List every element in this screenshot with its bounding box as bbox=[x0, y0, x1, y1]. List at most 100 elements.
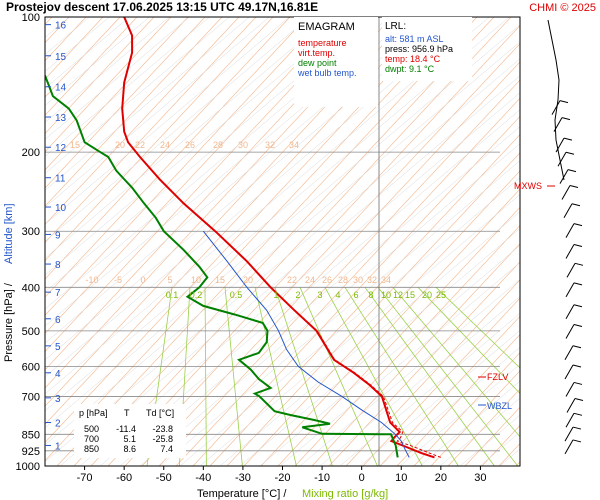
moist-adiabat bbox=[139, 143, 520, 466]
moist-adiabat bbox=[199, 194, 520, 466]
altitude-tick-label: 14 bbox=[55, 83, 67, 94]
isotherm-label: 28 bbox=[338, 275, 348, 285]
wind-barb-feather bbox=[559, 100, 569, 104]
isotherm-label: -5 bbox=[114, 275, 122, 285]
x-tick-label: 20 bbox=[435, 472, 447, 484]
moist-adiabat bbox=[45, 17, 90, 55]
x-axis-label-temperature: Temperature [°C] / bbox=[197, 488, 287, 500]
moist-adiabat bbox=[45, 17, 270, 208]
y-tick-label: 850 bbox=[22, 429, 40, 441]
altitude-tick-label: 9 bbox=[55, 230, 61, 241]
mixing-ratio-label: 0.5 bbox=[230, 290, 243, 300]
mixing-ratio-label: 3 bbox=[317, 290, 322, 300]
moist-adiabat bbox=[259, 245, 520, 466]
altitude-tick-label: 7 bbox=[55, 288, 61, 299]
dry-adiabat bbox=[379, 315, 520, 466]
levels-table: p [hPa] T Td [°C] 500 -11.4 -23.8 700 5.… bbox=[74, 404, 186, 458]
mixing-ratio-label: 0.2 bbox=[190, 290, 203, 300]
isotherm-label: 34 bbox=[289, 140, 299, 150]
moist-adiabat bbox=[45, 17, 130, 89]
isotherm-label: 24 bbox=[305, 275, 315, 285]
dry-adiabat bbox=[209, 134, 520, 466]
mixing-ratio-label: 4 bbox=[335, 290, 340, 300]
legend-item-virt-temp: virt.temp. bbox=[298, 48, 335, 58]
wind-barb bbox=[557, 152, 567, 167]
dry-adiabat bbox=[45, 17, 155, 134]
mixing-ratio-label: 12 bbox=[393, 290, 403, 300]
wind-barb-feather bbox=[573, 243, 583, 247]
dry-adiabat bbox=[56, 17, 478, 466]
dry-adiabat bbox=[226, 152, 520, 466]
moist-adiabat bbox=[45, 17, 110, 72]
series-dew-point bbox=[45, 75, 399, 458]
wind-barb bbox=[565, 413, 575, 428]
altitude-tick-label: 8 bbox=[55, 260, 61, 271]
series-virt-temp bbox=[121, 17, 441, 458]
moist-adiabat bbox=[119, 126, 520, 466]
wind-barb-feather bbox=[573, 381, 583, 385]
y-tick-label: 1000 bbox=[16, 461, 40, 473]
moist-adiabat bbox=[45, 17, 410, 327]
isotherm-label: 20 bbox=[115, 140, 125, 150]
dry-adiabat bbox=[45, 17, 138, 116]
lrl-alt: alt: 581 m ASL bbox=[385, 34, 444, 44]
moist-adiabat bbox=[99, 109, 520, 466]
isotherm-label: 32 bbox=[265, 140, 275, 150]
wind-barb-feather bbox=[573, 223, 583, 227]
sounding-series bbox=[45, 17, 441, 459]
series-wet-bulb-temp bbox=[202, 230, 410, 458]
chart-title: Prostejov descent 17.06.2025 13:15 UTC 4… bbox=[6, 0, 318, 14]
mixing-ratio-line bbox=[204, 287, 207, 466]
y-axis-label-altitude: Altitude [km] bbox=[3, 203, 15, 264]
altitude-tick-label: 12 bbox=[55, 143, 67, 154]
wind-barb-feather bbox=[561, 117, 571, 121]
marker-mxws-label: MXWS bbox=[514, 181, 542, 191]
legend-item-wet-bulb: wet bulb temp. bbox=[297, 68, 357, 78]
lrl-title: LRL: bbox=[385, 21, 406, 32]
levels-table-cell: 8.6 bbox=[123, 444, 136, 454]
wind-barb-feather bbox=[573, 324, 583, 327]
y-axis-label-pressure: Pressure [hPa] / bbox=[3, 282, 15, 362]
y-tick-label: 925 bbox=[22, 446, 40, 458]
isotherm-label: 22 bbox=[287, 275, 297, 285]
y-tick-label: 700 bbox=[22, 391, 40, 403]
wind-profile-staff bbox=[547, 19, 565, 181]
dry-adiabat bbox=[45, 17, 274, 262]
dry-adiabat bbox=[45, 17, 359, 353]
moist-adiabat bbox=[45, 17, 170, 123]
altitude-tick-label: 3 bbox=[55, 394, 61, 405]
lrl-temp: temp: 18.4 °C bbox=[385, 54, 441, 64]
isotherm-label: 28 bbox=[213, 140, 223, 150]
isotherm-label: 30 bbox=[353, 275, 363, 285]
moist-adiabat bbox=[399, 363, 520, 466]
legend-box bbox=[294, 17, 378, 107]
altitude-tick-label: 15 bbox=[55, 52, 67, 63]
legend-item-dew-point: dew point bbox=[298, 58, 337, 68]
dry-adiabat bbox=[328, 261, 520, 466]
marker-fzlv-label: FZLV bbox=[487, 372, 508, 382]
levels-table-cell: 500 bbox=[84, 424, 99, 434]
mixing-ratio-line bbox=[417, 287, 520, 394]
dry-adiabat bbox=[45, 17, 121, 98]
mixing-ratio-line bbox=[435, 287, 520, 369]
isotherm-label: 10 bbox=[191, 275, 201, 285]
mixing-ratio-label: 6 bbox=[353, 290, 358, 300]
altitude-tick-label: 1 bbox=[55, 441, 61, 452]
y-axis-label: Pressure [hPa] / Altitude [km] bbox=[3, 203, 15, 362]
wind-barb bbox=[565, 324, 575, 339]
x-axis-label-mixing-ratio: Mixing ratio [g/kg] bbox=[302, 488, 388, 500]
moist-adiabat bbox=[45, 17, 310, 242]
y-tick-label: 100 bbox=[22, 12, 40, 24]
wind-barbs bbox=[547, 19, 584, 455]
wind-barb-feather bbox=[567, 169, 577, 173]
moist-adiabat bbox=[319, 296, 520, 466]
mixing-ratio-labels: 0.1 0.2 0.5 1 2 3 4 6 8 10 12 15 20 25 bbox=[166, 290, 446, 300]
dry-adiabat bbox=[45, 17, 291, 280]
wind-barb-feather bbox=[563, 137, 573, 141]
y-tick-label: 300 bbox=[22, 226, 40, 238]
dry-adiabat bbox=[413, 352, 520, 466]
levels-table-background bbox=[74, 404, 186, 458]
mixing-ratio-line bbox=[344, 287, 459, 466]
level-markers: MXWS FZLV WBZL bbox=[478, 181, 555, 411]
levels-table-cell: 5.1 bbox=[123, 434, 136, 444]
